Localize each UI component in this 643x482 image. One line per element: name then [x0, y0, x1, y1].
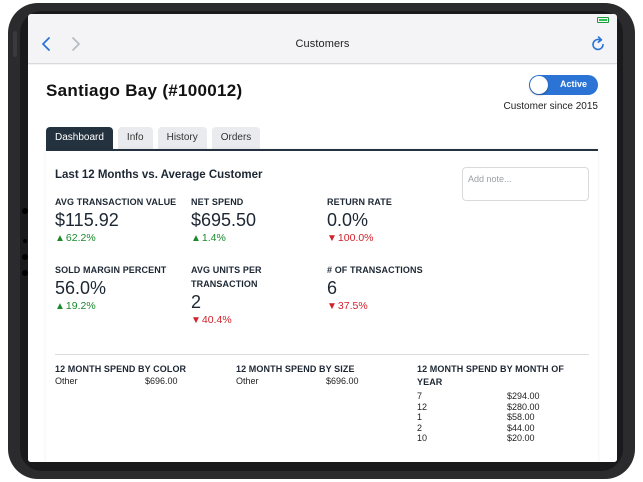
- sensor-dot: [23, 239, 27, 243]
- tab-history[interactable]: History: [157, 127, 207, 149]
- metric-delta: ▲1.4%: [191, 232, 226, 244]
- sensor-dot: [22, 270, 28, 276]
- navigation-bar: Customers: [28, 26, 617, 64]
- metric-value: $115.92: [55, 210, 119, 230]
- metric-label: AVG TRANSACTION VALUE: [55, 197, 177, 207]
- battery-icon: [597, 17, 609, 23]
- chevron-left-icon[interactable]: [38, 35, 56, 53]
- spend-by-month: 12 MONTH SPEND BY MONTH OF YEAR 7 $294.0…: [417, 363, 577, 444]
- tab-dashboard[interactable]: Dashboard: [46, 127, 113, 149]
- metric-value: $695.50: [191, 210, 257, 230]
- dashboard-panel: Last 12 Months vs. Average Customer AVG …: [46, 149, 598, 462]
- metric-label: AVG UNITS PER TRANSACTION: [191, 265, 262, 289]
- up-arrow-icon: ▲: [55, 233, 65, 244]
- spend-by-size: 12 MONTH SPEND BY SIZE Other $696.00: [236, 363, 386, 387]
- toggle-knob[interactable]: [530, 76, 548, 94]
- metric-delta: ▼40.4%: [191, 314, 232, 326]
- customer-name: Santiago Bay (#100012): [46, 81, 243, 100]
- metric-avg-transaction-value: AVG TRANSACTION VALUE $115.92 ▲62.2%: [55, 195, 185, 245]
- list-item: 7 $294.00: [417, 391, 540, 401]
- active-toggle[interactable]: Active: [529, 75, 598, 95]
- metric-avg-units-per-transaction: AVG UNITS PER TRANSACTION 2 ▼40.4%: [191, 263, 275, 327]
- metric-value: 56.0%: [55, 278, 107, 298]
- spend-by-color: 12 MONTH SPEND BY COLOR Other $696.00: [55, 363, 205, 387]
- section-divider: [55, 354, 589, 355]
- spend-title: 12 MONTH SPEND BY COLOR: [55, 364, 187, 374]
- refresh-icon[interactable]: [589, 35, 607, 53]
- note-input[interactable]: [462, 167, 589, 201]
- list-item: 10 $20.00: [417, 433, 535, 443]
- customer-since: Customer since 2015: [503, 101, 599, 112]
- list-item: 12 $280.00: [417, 401, 540, 412]
- tab-bar: Dashboard Info History Orders: [46, 127, 261, 149]
- metric-delta: ▲19.2%: [55, 300, 96, 312]
- down-arrow-icon: ▼: [191, 315, 201, 326]
- metric-value: 0.0%: [327, 210, 369, 230]
- app-screen: Customers Santiago Bay (#100012) Active …: [28, 14, 617, 462]
- metric-value: 2: [191, 292, 202, 312]
- sensor-dot: [22, 254, 28, 260]
- customer-detail: Santiago Bay (#100012) Active Customer s…: [28, 65, 617, 462]
- up-arrow-icon: ▲: [55, 301, 65, 312]
- down-arrow-icon: ▼: [327, 301, 337, 312]
- section-title: Last 12 Months vs. Average Customer: [55, 169, 263, 181]
- metric-value: 6: [327, 278, 338, 298]
- chevron-right-icon[interactable]: [66, 35, 84, 53]
- metric-delta: ▼37.5%: [327, 300, 368, 312]
- metric-number-of-transactions: # OF TRANSACTIONS 6 ▼37.5%: [327, 263, 457, 313]
- metric-sold-margin-percent: SOLD MARGIN PERCENT 56.0% ▲19.2%: [55, 263, 185, 313]
- list-item: Other $696.00: [55, 376, 178, 386]
- metric-net-spend: NET SPEND $695.50 ▲1.4%: [191, 195, 321, 245]
- list-item: Other $696.00: [236, 376, 359, 386]
- toggle-label: Active: [559, 79, 587, 89]
- nav-title: Customers: [295, 38, 350, 50]
- status-bar: [28, 14, 617, 26]
- spend-title: 12 MONTH SPEND BY MONTH OF YEAR: [417, 364, 564, 387]
- metric-label: NET SPEND: [191, 197, 244, 207]
- camera-dot: [22, 208, 28, 214]
- metric-delta: ▲62.2%: [55, 232, 96, 244]
- down-arrow-icon: ▼: [327, 233, 337, 244]
- spend-title: 12 MONTH SPEND BY SIZE: [236, 364, 355, 374]
- metric-label: SOLD MARGIN PERCENT: [55, 265, 167, 275]
- metric-return-rate: RETURN RATE 0.0% ▼100.0%: [327, 195, 457, 245]
- tab-info[interactable]: Info: [117, 127, 153, 149]
- tab-orders[interactable]: Orders: [211, 127, 261, 149]
- volume-button: [13, 31, 17, 57]
- list-item: 2 $44.00: [417, 422, 535, 433]
- list-item: 1 $58.00: [417, 412, 535, 422]
- metric-label: RETURN RATE: [327, 197, 392, 207]
- up-arrow-icon: ▲: [191, 233, 201, 244]
- metric-label: # OF TRANSACTIONS: [327, 265, 423, 275]
- metric-delta: ▼100.0%: [327, 232, 374, 244]
